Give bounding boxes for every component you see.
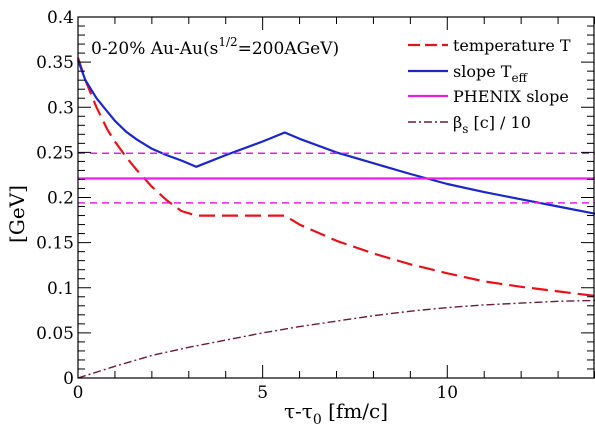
legend-label-1: slope Teff (453, 62, 529, 85)
legend-label-main-2: PHENIX slope (453, 87, 569, 106)
legend-label-0: temperature T (453, 36, 571, 55)
x-tick-label-1: 5 (257, 383, 268, 403)
legend-label-sub-1: eff (511, 71, 528, 85)
annotation-main: 0-20% Au-Au(s (91, 39, 218, 59)
legend-label-tail-3: [c] / 10 (468, 113, 530, 132)
plot-layer (76, 57, 595, 379)
x-tick-label-2: 10 (436, 383, 458, 403)
y-tick-label-2: 0.1 (47, 279, 74, 299)
annotation-sup: 1/2 (218, 35, 237, 49)
legend: temperature T slope Teff PHENIX slope βs [c… (408, 36, 571, 136)
legend-label-3: βs [c] / 10 (453, 113, 531, 136)
axes-layer: 0 0.05 0.1 0.15 0.2 0.25 0.3 0.35 0.4 0 5 10 (36, 8, 595, 403)
x-tick-label-0: 0 (73, 383, 84, 403)
legend-label-main-0: temperature T (453, 36, 571, 55)
series-3-line (77, 299, 595, 379)
annotation-tail: =200AGeV) (238, 39, 340, 59)
chart-annotation: 0-20% Au-Au(s1/2=200AGeV) (91, 35, 339, 59)
y-tick-label-5: 0.25 (36, 143, 74, 163)
y-axis-label: [GeV] (5, 185, 29, 243)
x-axis-label-main: τ-τ (284, 399, 313, 423)
legend-label-2: PHENIX slope (453, 87, 569, 106)
y-tick-label-8: 0.4 (47, 8, 74, 28)
y-tick-label-1: 0.05 (36, 324, 74, 344)
series-1-line (76, 59, 595, 215)
series-0-line (76, 57, 595, 297)
legend-label-main-3: β (453, 113, 462, 132)
x-axis-label: τ-τ0 [fm/c] (284, 399, 388, 428)
x-axis-label-tail: [fm/c] (322, 399, 388, 423)
y-tick-label-4: 0.2 (47, 189, 74, 209)
legend-label-sub-3: s (462, 122, 468, 136)
y-tick-label-3: 0.15 (36, 234, 74, 254)
y-tick-label-7: 0.35 (36, 53, 74, 73)
legend-label-main-1: slope T (453, 62, 512, 81)
x-axis-label-sub: 0 (313, 412, 322, 428)
y-tick-label-6: 0.3 (47, 98, 74, 118)
y-tick-label-0: 0 (63, 369, 74, 389)
